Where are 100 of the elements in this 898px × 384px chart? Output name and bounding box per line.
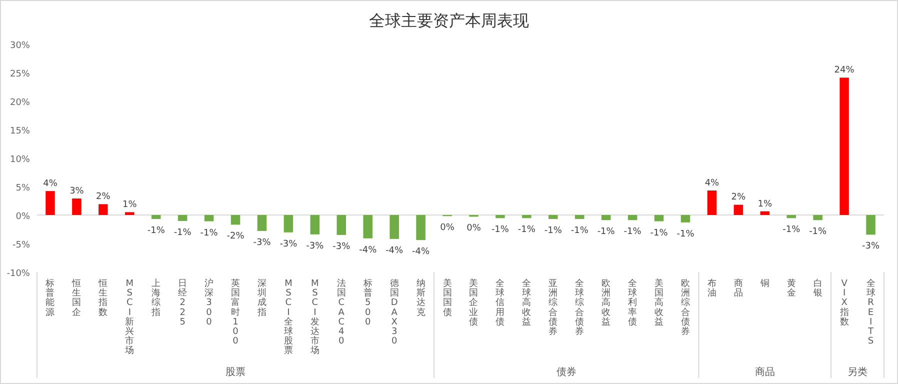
x-tick-label: 美国高收益 — [654, 278, 664, 328]
x-tick-label: 纳斯达克 — [416, 278, 426, 318]
x-tick-label: 全球信用债 — [496, 278, 505, 328]
x-tick-label: 美国国债 — [442, 278, 452, 318]
bar — [654, 215, 664, 222]
chart-title: 全球主要资产本周表现 — [369, 11, 529, 30]
x-tick-label: 布油 — [707, 278, 716, 299]
bar — [363, 215, 372, 238]
y-tick-label: 10% — [10, 155, 30, 165]
data-label: 1% — [758, 199, 772, 210]
data-label: 4% — [43, 179, 58, 190]
bar — [628, 215, 638, 220]
y-tick-label: -10% — [6, 269, 30, 279]
bar — [601, 215, 611, 220]
data-label: -1% — [597, 227, 616, 238]
data-label: -4% — [412, 247, 430, 258]
x-tick-label: VIX指数 — [838, 279, 849, 328]
bar — [574, 215, 584, 219]
y-tick-label: -5% — [12, 240, 30, 250]
data-label: -1% — [650, 228, 668, 238]
data-label: -1% — [518, 225, 536, 236]
bar — [390, 215, 399, 239]
x-tick-label: 全球REITS — [866, 278, 876, 347]
data-label: -3% — [332, 242, 351, 252]
x-tick-label: 亚洲综合债券 — [548, 279, 558, 337]
data-label: -1% — [544, 226, 562, 236]
x-tick-label: 深圳成指 — [256, 278, 266, 318]
data-label: 1% — [122, 200, 138, 210]
bar — [151, 215, 161, 219]
x-tick-label: 日经225 — [178, 279, 188, 328]
bar — [813, 215, 822, 220]
data-label: -1% — [174, 228, 192, 238]
data-label: 4% — [704, 178, 720, 188]
data-label: -3% — [280, 239, 298, 250]
data-label: 2% — [96, 192, 111, 202]
y-tick-label: 20% — [10, 98, 30, 108]
x-tick-label: 美国企业债 — [469, 278, 478, 328]
data-label: -1% — [491, 225, 510, 236]
data-label: -3% — [253, 238, 272, 248]
data-label: 2% — [731, 192, 746, 203]
bar — [760, 211, 770, 215]
x-tick-label: MSCI新兴市场 — [124, 279, 134, 356]
x-tick-label: 商品 — [734, 278, 743, 299]
bar — [125, 212, 134, 215]
text: 商品 — [754, 366, 775, 378]
data-label: -1% — [782, 225, 801, 236]
bar — [72, 198, 82, 215]
x-tick-label: 欧洲高收益 — [602, 278, 611, 328]
x-tick-label: 英国富时100 — [231, 278, 240, 347]
x-tick-label: 黄金 — [786, 278, 796, 299]
x-tick-label: MSCI发达市场 — [309, 279, 320, 356]
bar — [866, 215, 876, 235]
data-label: -2% — [226, 232, 245, 242]
x-tick-label: 恒生国企 — [71, 278, 82, 318]
data-label: -1% — [809, 227, 828, 238]
data-label: -1% — [570, 226, 589, 236]
x-tick-label: 铜 — [759, 278, 770, 289]
data-label: -1% — [147, 226, 166, 236]
y-tick-label: 25% — [10, 70, 30, 80]
bar — [707, 190, 717, 215]
data-label: -1% — [676, 229, 695, 240]
bar — [178, 215, 188, 221]
x-tick-label: 德国DAX30 — [390, 278, 399, 347]
x-tick-label: 恒生指数 — [98, 278, 108, 318]
x-tick-label: 法国CAC40 — [336, 278, 346, 347]
x-tick-label: MSCI全球股票 — [284, 279, 293, 356]
bar — [680, 215, 690, 222]
x-tick-label: 标普500 — [362, 278, 372, 328]
text: 债券 — [556, 366, 576, 378]
text: 另类 — [848, 366, 868, 378]
x-tick-label: 全球高收益 — [522, 278, 532, 328]
y-tick-label: 30% — [10, 41, 30, 51]
x-tick-label: 欧洲综合债券 — [680, 278, 690, 337]
bar — [257, 215, 267, 231]
data-label: -3% — [862, 242, 880, 252]
bar — [204, 215, 214, 222]
y-tick-label: 15% — [10, 126, 30, 136]
data-label: 24% — [834, 66, 855, 76]
bar — [310, 215, 320, 234]
text: 股票 — [226, 367, 246, 378]
bar — [416, 215, 426, 240]
y-tick-label: 5% — [16, 184, 30, 194]
bar — [548, 215, 558, 219]
bar — [840, 78, 849, 215]
x-tick-label: 标普能源 — [44, 278, 55, 318]
bar — [496, 215, 505, 218]
x-tick-label: 全球综合债券 — [575, 278, 584, 337]
bar — [230, 215, 240, 225]
data-label: -3% — [306, 241, 324, 252]
bar — [284, 215, 294, 232]
data-label: -4% — [359, 245, 378, 256]
data-label: 0% — [440, 223, 455, 234]
bar — [46, 191, 55, 215]
bar — [98, 204, 108, 215]
data-label: -1% — [624, 227, 642, 238]
bar — [522, 215, 532, 218]
x-tick-label: 上海综指 — [150, 278, 161, 318]
bar — [734, 204, 744, 215]
y-tick-label: 0% — [16, 212, 30, 222]
data-label: -1% — [200, 228, 218, 238]
